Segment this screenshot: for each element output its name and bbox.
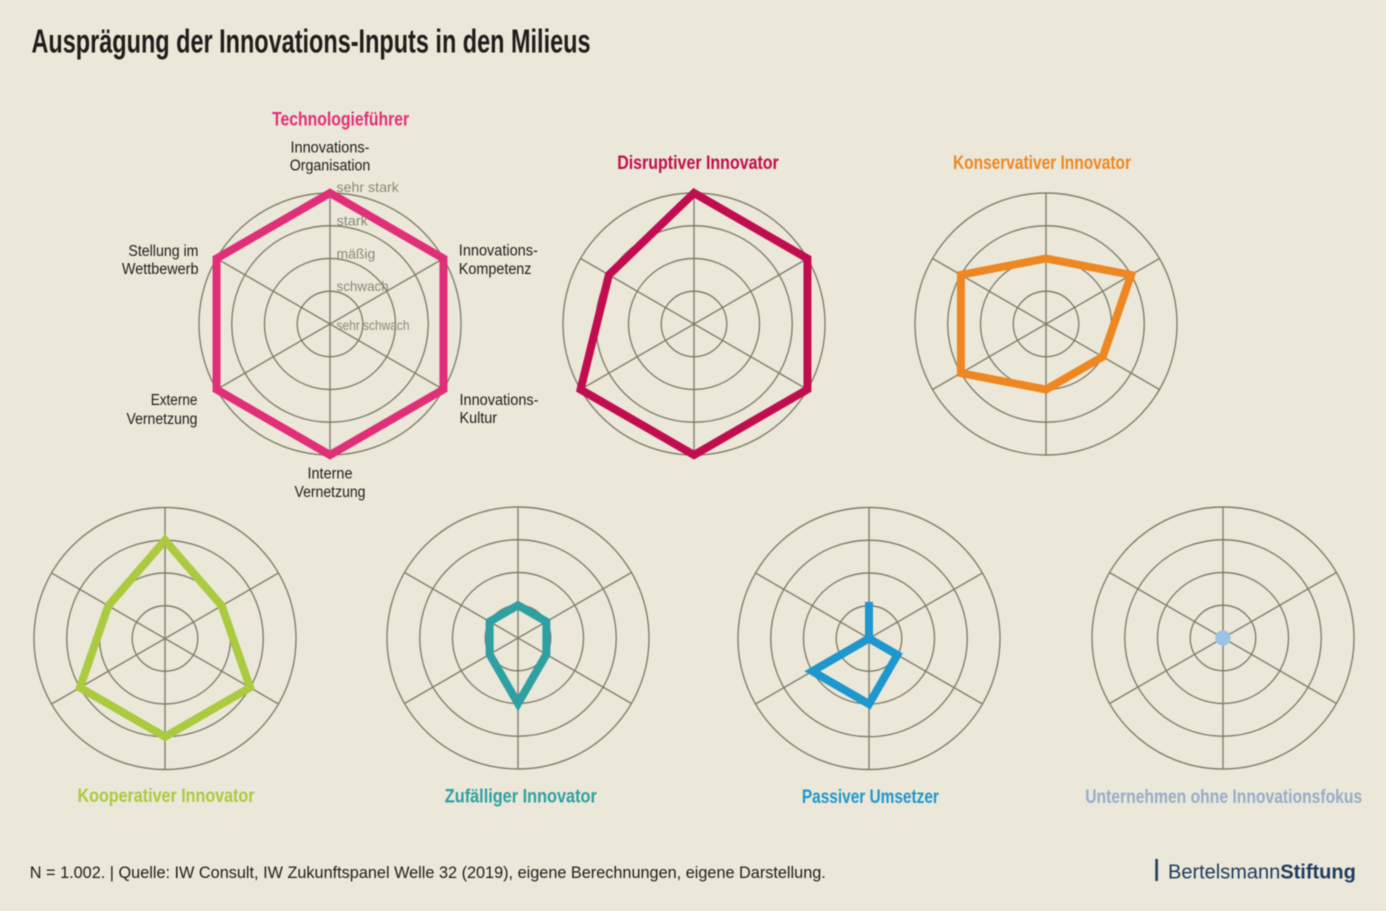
svg-text:Kooperativer Innovator: Kooperativer Innovator (78, 786, 256, 807)
svg-text:mäßig: mäßig (337, 246, 376, 262)
svg-text:Innovations-: Innovations- (291, 139, 370, 156)
svg-text:sehr stark: sehr stark (337, 179, 400, 195)
svg-text:Innovations-: Innovations- (459, 243, 538, 260)
svg-text:Kultur: Kultur (460, 410, 498, 427)
svg-text:schwach: schwach (337, 278, 389, 294)
svg-text:Organisation: Organisation (290, 158, 371, 175)
svg-text:Konservativer Innovator: Konservativer Innovator (953, 153, 1131, 174)
svg-text:Disruptiver Innovator: Disruptiver Innovator (617, 153, 779, 174)
svg-text:Vernetzung: Vernetzung (295, 484, 366, 501)
svg-text:Kompetenz: Kompetenz (459, 261, 532, 278)
svg-text:Innovations-: Innovations- (460, 392, 539, 409)
svg-text:Externe: Externe (151, 392, 198, 409)
svg-text:sehr schwach: sehr schwach (337, 317, 410, 333)
svg-text:Passiver Umsetzer: Passiver Umsetzer (802, 787, 939, 808)
svg-text:Vernetzung: Vernetzung (127, 411, 198, 428)
svg-text:Interne: Interne (308, 466, 353, 483)
svg-text:Wettbewerb: Wettbewerb (122, 261, 199, 278)
svg-text:Unternehmen ohne Innovationsfo: Unternehmen ohne Innovationsfokus (1085, 787, 1362, 808)
svg-text:Stellung im: Stellung im (128, 243, 198, 260)
svg-text:N = 1.002. | Quelle: IW Consul: N = 1.002. | Quelle: IW Consult, IW Zuku… (30, 864, 826, 882)
svg-text:Technologieführer: Technologieführer (272, 110, 409, 131)
svg-text:Ausprägung der Innovations-Inp: Ausprägung der Innovations-Inputs in den… (32, 22, 591, 59)
svg-text:stark: stark (337, 213, 369, 229)
svg-text:BertelsmannStiftung: BertelsmannStiftung (1168, 862, 1356, 884)
svg-text:Zufälliger Innovator: Zufälliger Innovator (445, 787, 598, 808)
